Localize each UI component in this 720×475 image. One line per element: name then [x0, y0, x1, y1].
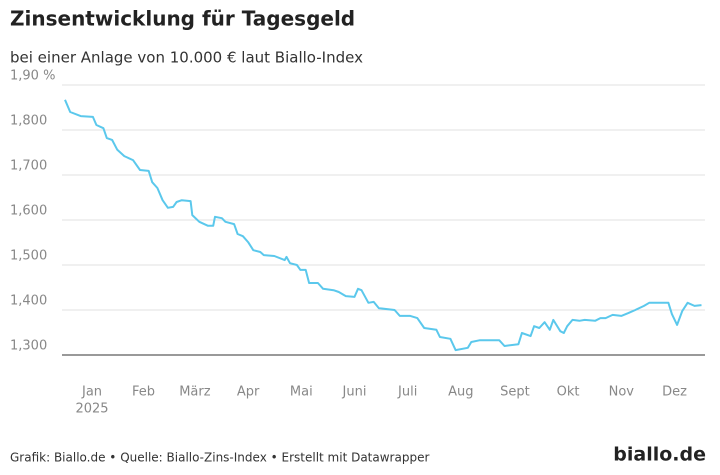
x-tick-label: Dez [662, 385, 687, 400]
x-tick-label: Jan [81, 385, 102, 400]
x-tick-label: Sept [500, 385, 530, 400]
x-tick-label: Apr [237, 385, 260, 400]
x-tick-label: Aug [448, 385, 473, 400]
y-tick-label: 1,300 [10, 339, 47, 354]
x-tick-label: Juni [342, 385, 367, 400]
y-tick-label: 1,90 % [10, 69, 55, 84]
footer: Grafik: Biallo.de • Quelle: Biallo-Zins-… [10, 451, 429, 465]
x-tick-label: Okt [557, 385, 580, 400]
x-tick-label: Mai [290, 385, 313, 400]
chart-title: Zinsentwicklung für Tagesgeld [10, 7, 355, 31]
line-series [64, 99, 702, 352]
x-tick-label: Juli [397, 385, 417, 400]
logo: biallo.de [613, 444, 706, 466]
x-tick-label: März [179, 385, 211, 400]
y-tick-label: 1,800 [10, 114, 47, 129]
x-year-label: 2025 [75, 402, 108, 417]
chart-subtitle: bei einer Anlage von 10.000 € laut Biall… [10, 49, 363, 67]
y-tick-label: 1,500 [10, 249, 47, 264]
y-tick-label: 1,600 [10, 204, 47, 219]
y-tick-label: 1,400 [10, 294, 47, 309]
x-tick-label: Nov [609, 385, 635, 400]
x-tick-label: Feb [132, 385, 155, 400]
y-tick-label: 1,700 [10, 159, 47, 174]
